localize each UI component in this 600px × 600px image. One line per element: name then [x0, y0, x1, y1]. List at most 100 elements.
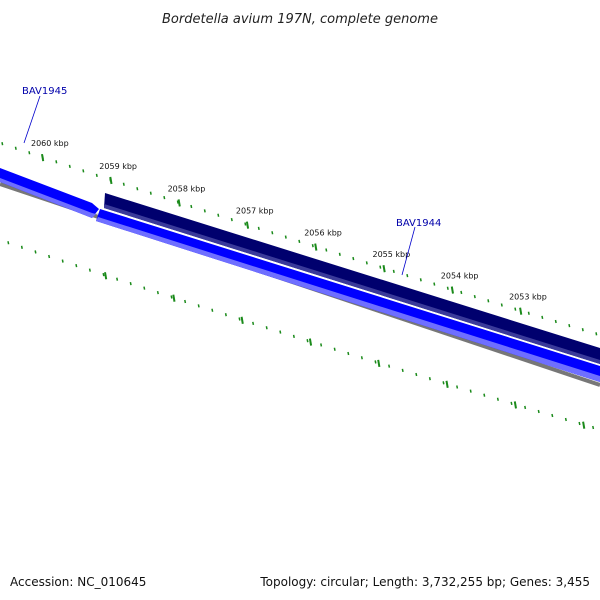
minor-tick — [456, 385, 459, 389]
minor-tick — [265, 326, 268, 330]
minor-tick — [360, 356, 363, 360]
minor-tick — [20, 245, 23, 249]
minor-tick — [284, 235, 287, 239]
minor-tick — [7, 241, 10, 245]
minor-tick — [257, 226, 260, 231]
minor-tick — [279, 330, 282, 334]
tick-label: 2057 kbp — [236, 207, 274, 216]
minor-tick — [483, 393, 486, 397]
minor-tick — [564, 417, 567, 422]
minor-tick — [524, 405, 527, 410]
minor-tick — [14, 146, 17, 150]
minor-tick — [292, 334, 295, 339]
minor-tick — [537, 409, 540, 414]
minor-tick — [143, 286, 146, 290]
minor-tick — [88, 268, 91, 272]
minor-tick — [578, 421, 581, 426]
minor-tick — [595, 332, 598, 336]
minor-tick — [401, 368, 404, 372]
minor-tick — [433, 282, 436, 286]
minor-tick — [184, 299, 187, 304]
gene-name: BAV1944 — [396, 218, 441, 229]
minor-tick — [95, 173, 98, 177]
gene-bav1944-highlight — [104, 204, 600, 364]
minor-tick — [170, 295, 173, 299]
minor-tick — [190, 204, 193, 209]
minor-tick — [306, 339, 309, 343]
minor-tick — [592, 425, 595, 430]
minor-tick — [496, 397, 499, 401]
major-tick — [308, 338, 313, 346]
minor-tick — [554, 319, 557, 324]
minor-tick — [406, 273, 409, 278]
minor-tick — [460, 290, 463, 295]
leader-line — [401, 226, 416, 276]
minor-tick — [34, 250, 37, 254]
major-tick — [240, 316, 244, 324]
tick-label: 2059 kbp — [99, 162, 137, 171]
minor-tick — [75, 263, 78, 268]
minor-tick — [156, 290, 159, 295]
minor-tick — [122, 182, 125, 186]
minor-tick — [1, 142, 4, 146]
minor-tick — [55, 160, 58, 164]
minor-tick — [230, 217, 233, 222]
minor-tick — [149, 191, 152, 195]
gene-label-bav1945: BAV1945 — [22, 86, 67, 144]
minor-tick — [415, 372, 418, 377]
minor-tick — [500, 303, 503, 307]
gene-name: BAV1945 — [22, 86, 67, 97]
minor-tick — [217, 213, 220, 217]
minor-tick — [581, 328, 584, 332]
major-tick — [41, 153, 45, 162]
minor-tick — [568, 323, 571, 328]
major-tick — [177, 199, 181, 207]
minor-tick — [224, 313, 227, 317]
minor-tick — [176, 200, 179, 204]
minor-tick — [374, 360, 377, 364]
minor-tick — [514, 307, 517, 311]
minor-tick — [333, 347, 336, 351]
minor-tick — [211, 308, 214, 312]
gene-bav1945[interactable] — [0, 168, 99, 218]
minor-tick — [163, 195, 166, 200]
minor-tick — [298, 239, 301, 244]
minor-tick — [352, 256, 355, 261]
major-tick — [382, 265, 386, 273]
minor-tick — [68, 164, 71, 168]
minor-tick — [527, 311, 530, 315]
accession-text: Accession: NC_010645 — [10, 575, 146, 589]
minor-tick — [487, 299, 490, 303]
minor-tick — [203, 209, 206, 213]
gene-label-bav1944: BAV1944 — [396, 218, 441, 276]
minor-tick — [365, 261, 368, 265]
minor-tick — [541, 315, 544, 320]
minor-tick — [379, 265, 382, 269]
genome-summary-text: Topology: circular; Length: 3,732,255 bp… — [259, 575, 590, 589]
minor-tick — [347, 351, 350, 356]
major-tick — [172, 294, 176, 302]
major-tick — [582, 421, 586, 429]
major-tick — [314, 243, 318, 251]
major-tick — [245, 221, 250, 229]
minor-tick — [473, 294, 476, 299]
minor-tick — [388, 364, 391, 368]
minor-tick — [271, 231, 274, 235]
minor-tick — [244, 222, 247, 226]
minor-tick — [48, 254, 51, 259]
gene-bav1945-highlight — [0, 178, 96, 218]
tick-label: 2058 kbp — [168, 184, 206, 193]
major-tick — [104, 272, 108, 280]
minor-tick — [419, 278, 422, 282]
inner-tick-ruler — [7, 241, 595, 430]
tick-label: 2053 kbp — [509, 293, 547, 302]
leader-line — [23, 95, 41, 144]
minor-tick — [102, 273, 105, 277]
map-title: Bordetella avium 197N, complete genome — [162, 12, 438, 27]
minor-tick — [311, 244, 314, 248]
tick-label: 2054 kbp — [441, 272, 479, 281]
minor-tick — [320, 343, 323, 347]
minor-tick — [510, 401, 513, 406]
major-tick — [445, 380, 449, 389]
